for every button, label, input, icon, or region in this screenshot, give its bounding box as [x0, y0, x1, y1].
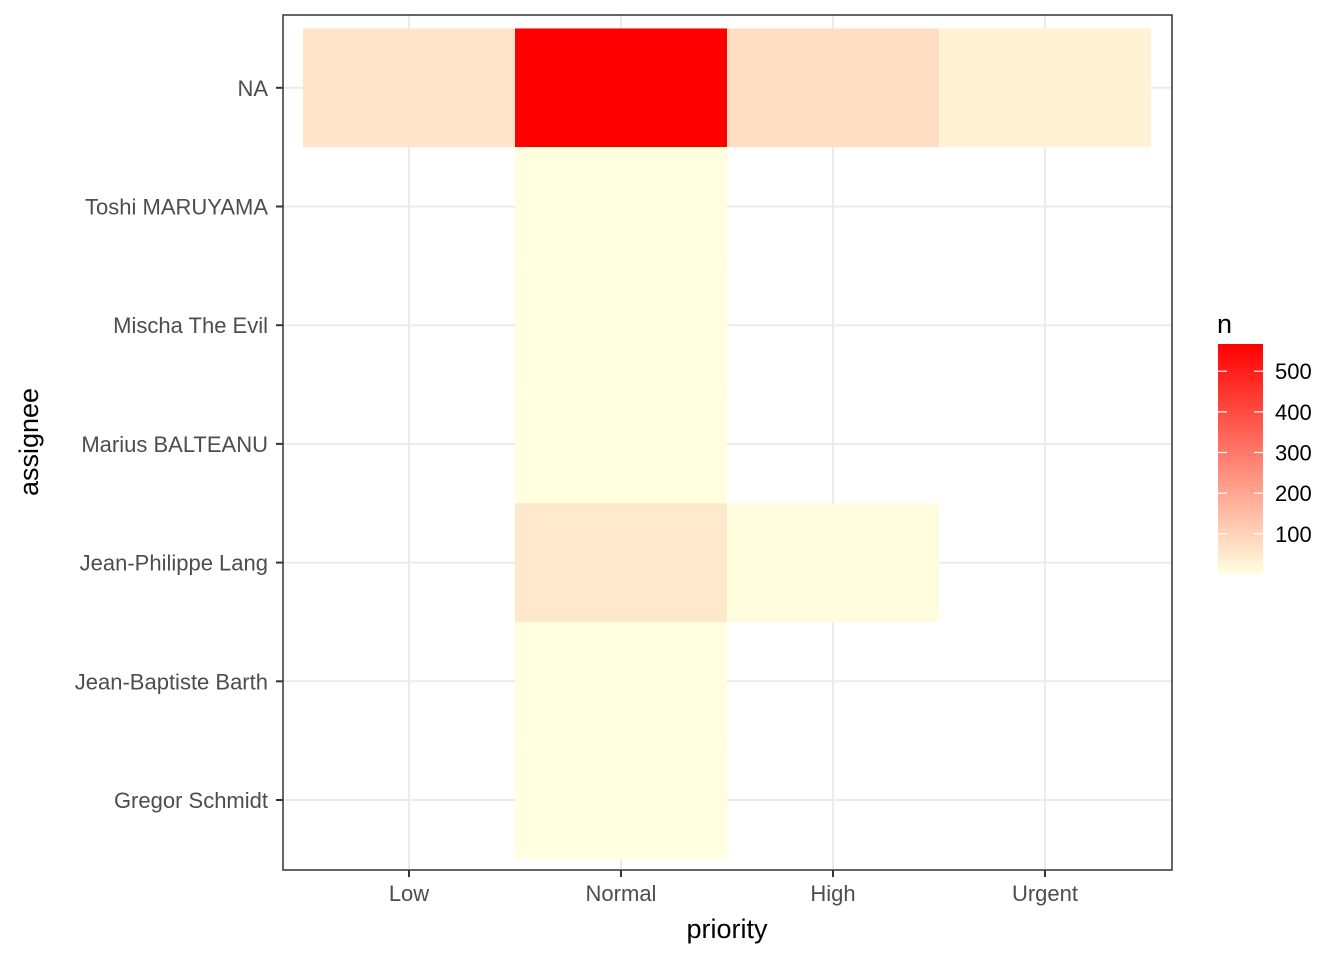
y-tick-label: Jean-Baptiste Barth — [75, 669, 268, 694]
heatmap-cell — [727, 503, 939, 622]
y-tick-label: Mischa The Evil — [113, 313, 268, 338]
x-tick-label: Low — [389, 881, 429, 906]
heatmap-cell — [515, 621, 727, 741]
legend-tick-label: 300 — [1275, 440, 1312, 465]
heatmap-cell — [939, 28, 1151, 148]
y-axis-title: assignee — [14, 388, 44, 496]
heatmap-cell — [303, 28, 515, 148]
y-axis: Gregor Schmidt Jean-Baptiste Barth Jean-Ph… — [75, 76, 283, 813]
heatmap-cell — [515, 28, 727, 148]
legend-colorbar — [1218, 344, 1263, 574]
x-tick-label: Urgent — [1012, 881, 1078, 906]
legend-tick-label: 400 — [1275, 400, 1312, 425]
heatmap-cell — [515, 384, 727, 504]
y-tick-label: Marius BALTEANU — [81, 432, 268, 457]
heatmap-cell — [515, 503, 727, 622]
legend-tick-label: 100 — [1275, 522, 1312, 547]
legend-tick-label: 500 — [1275, 359, 1312, 384]
legend: n 100 200 300 400 500 — [1217, 309, 1312, 574]
x-axis-title: priority — [686, 914, 768, 944]
y-tick-label: NA — [237, 76, 268, 101]
heatmap-cell — [727, 28, 939, 148]
y-tick-label: Jean-Philippe Lang — [80, 551, 268, 576]
legend-tick-label: 200 — [1275, 481, 1312, 506]
x-tick-label: High — [810, 881, 855, 906]
legend-title: n — [1217, 309, 1232, 339]
heatmap-cell — [515, 265, 727, 385]
heatmap-cell — [515, 147, 727, 266]
x-tick-label: Normal — [586, 881, 657, 906]
x-axis: Low Normal High Urgent — [389, 870, 1078, 906]
heatmap-cell — [515, 740, 727, 860]
heatmap-cells — [303, 28, 1151, 860]
plot-panel-border — [282, 14, 1173, 871]
y-tick-label: Toshi MARUYAMA — [85, 195, 268, 220]
y-tick-label: Gregor Schmidt — [114, 788, 268, 813]
